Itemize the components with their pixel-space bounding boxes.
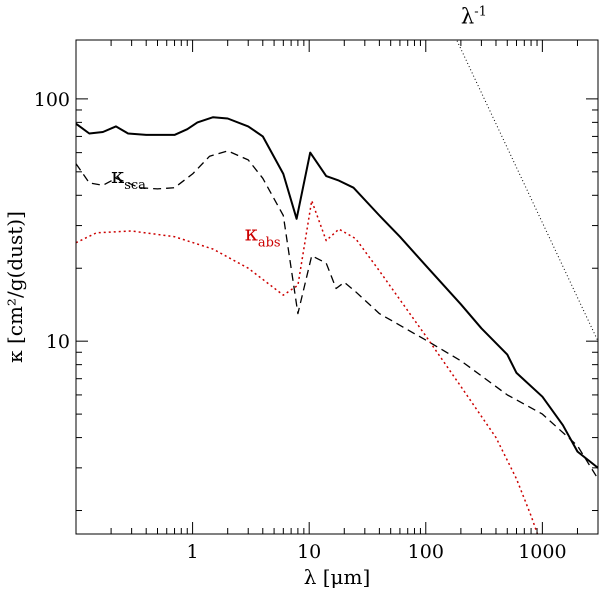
x-tick-label: 1	[187, 541, 199, 563]
annotation-symbol: κ	[245, 222, 258, 246]
plot-area	[76, 40, 598, 534]
annotation-superscript: -1	[474, 4, 487, 19]
x-tick-label: 1000	[518, 541, 566, 563]
annotation-lambda: λ-1	[461, 4, 487, 28]
series-line-3	[456, 40, 598, 342]
annotation-subscript: sca	[124, 178, 146, 193]
y-axis-label: κ [cm²/g(dust)]	[3, 211, 27, 363]
plot-frame	[75, 39, 599, 535]
series-line-2	[76, 199, 539, 534]
annotation-abs: κabs	[245, 222, 281, 251]
annotation-symbol: λ	[461, 4, 474, 28]
annotation-symbol: κ	[111, 164, 124, 188]
x-axis-label: λ [μm]	[304, 565, 371, 589]
series-line-1	[76, 150, 598, 480]
annotation-sca: κsca	[111, 164, 146, 193]
y-tick-label: 100	[34, 89, 70, 111]
y-tick-label: 10	[46, 331, 70, 353]
series-line-0	[76, 116, 598, 469]
axes: 1 10 100 1000 10 100	[34, 40, 598, 563]
x-tick-label: 10	[297, 541, 321, 563]
x-tick-label: 100	[408, 541, 444, 563]
annotation-subscript: abs	[258, 236, 281, 251]
